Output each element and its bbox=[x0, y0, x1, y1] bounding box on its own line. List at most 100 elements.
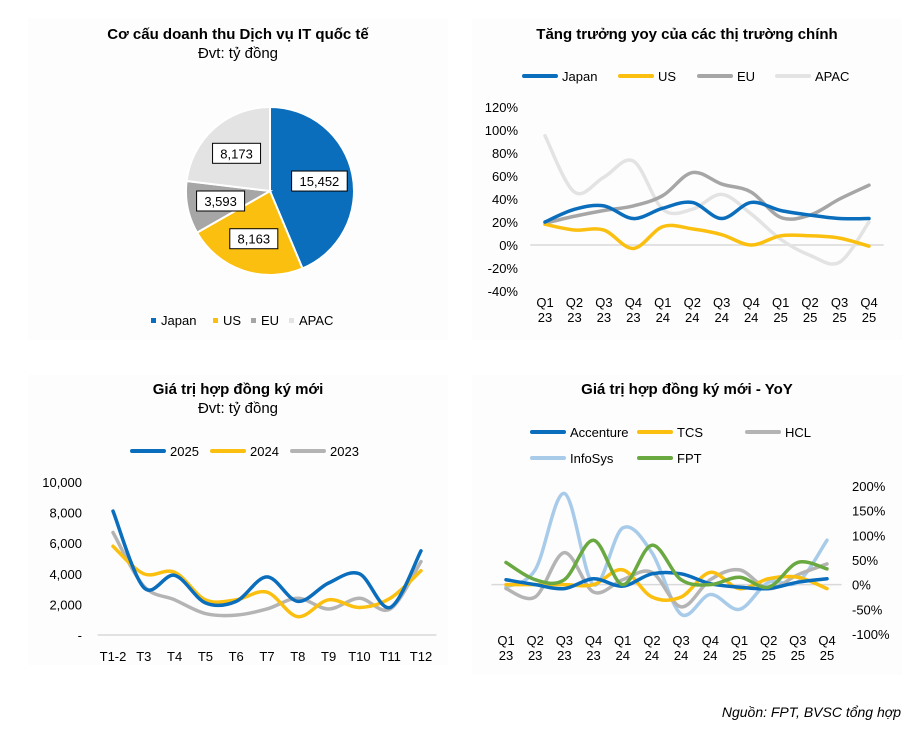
x-tick-label: 23 bbox=[538, 310, 552, 325]
x-tick-label: 23 bbox=[499, 648, 513, 663]
y-tick-label: 4,000 bbox=[49, 567, 82, 582]
y-axis: 10,000 8,000 6,000 4,000 2,000 - bbox=[42, 475, 82, 643]
series-line-apac bbox=[543, 134, 871, 266]
new-contracts-yoy-panel: Giá trị hợp đồng ký mới - YoY 200% 150% 10… bbox=[472, 375, 902, 675]
chart-subtitle: Đvt: tỷ đồng bbox=[197, 400, 279, 417]
x-tick-label: Q2 bbox=[801, 295, 818, 310]
series-line-2024 bbox=[111, 544, 423, 619]
x-tick-label: T4 bbox=[167, 649, 182, 664]
pie-data-label: 3,593 bbox=[196, 190, 246, 212]
legend-label: US bbox=[223, 313, 241, 328]
y-tick-label: 0% bbox=[499, 238, 518, 253]
x-tick-label: 24 bbox=[656, 310, 670, 325]
x-tick-label: Q2 bbox=[760, 633, 777, 648]
market-yoy-chart: 120%100%80%60%40%20%0%-20%-40%Q123Q223Q3… bbox=[485, 69, 884, 325]
data-label-box bbox=[212, 142, 262, 164]
legend-label: Japan bbox=[562, 69, 597, 84]
x-tick-label: 24 bbox=[685, 310, 699, 325]
data-label-box bbox=[196, 190, 246, 212]
y-axis: 120% 100% 80% 60% 40% 20% 0% -20% -40% bbox=[485, 100, 519, 299]
x-tick-label: Q1 bbox=[614, 633, 631, 648]
pie-chart: 15,452 8,163 3,593 8,173 Japan US EU APAC bbox=[151, 105, 355, 328]
series-line-fpt bbox=[504, 538, 829, 590]
x-tick-label: Q1 bbox=[536, 295, 553, 310]
x-tick-label: Q1 bbox=[654, 295, 671, 310]
x-tick-label: Q3 bbox=[789, 633, 806, 648]
legend-marker-icon bbox=[251, 318, 256, 323]
x-tick-label: Q4 bbox=[743, 295, 760, 310]
x-tick-label: Q2 bbox=[643, 633, 660, 648]
y-tick-label: 120% bbox=[485, 100, 519, 115]
legend-marker-icon bbox=[213, 318, 218, 323]
x-tick-label: Q1 bbox=[731, 633, 748, 648]
x-tick-label: Q3 bbox=[831, 295, 848, 310]
x-tick-label: 24 bbox=[674, 648, 688, 663]
data-label-text: 15,452 bbox=[300, 174, 340, 189]
x-tick-label: 24 bbox=[615, 648, 629, 663]
x-tick-label: Q3 bbox=[672, 633, 689, 648]
y-tick-label: - bbox=[78, 628, 82, 643]
chart-title: Giá trị hợp đồng ký mới bbox=[152, 381, 324, 398]
legend-marker-icon bbox=[289, 318, 294, 323]
data-label-text: 8,163 bbox=[238, 232, 271, 247]
y-tick-label: 0% bbox=[852, 578, 871, 593]
y-tick-label: 40% bbox=[492, 192, 518, 207]
x-tick-label: T7 bbox=[259, 649, 274, 664]
x-tick-label: 24 bbox=[645, 648, 659, 663]
x-tick-label: T12 bbox=[410, 649, 432, 664]
x-tick-label: Q1 bbox=[772, 295, 789, 310]
new-contracts-yoy-chart: 200%150%100%50%0%-50%-100%Q123Q223Q323Q4… bbox=[491, 425, 890, 663]
series-line-2023 bbox=[111, 530, 423, 618]
y-tick-label: 20% bbox=[492, 215, 518, 230]
legend-label: Accenture bbox=[570, 425, 629, 440]
legend-label: Japan bbox=[161, 313, 196, 328]
series-line-infosys bbox=[504, 491, 829, 618]
chart-title: Tăng trưởng yoy của các thị trường chính bbox=[536, 26, 838, 43]
y-tick-label: 10,000 bbox=[42, 475, 82, 490]
x-tick-label: Q2 bbox=[527, 633, 544, 648]
x-tick-label: Q3 bbox=[595, 295, 612, 310]
y-tick-label: -20% bbox=[488, 261, 519, 276]
y-tick-label: -100% bbox=[852, 627, 890, 642]
x-tick-label: T11 bbox=[379, 649, 400, 664]
x-tick-label: Q4 bbox=[702, 633, 719, 648]
y-tick-label: 8,000 bbox=[49, 506, 82, 521]
x-tick-label: T9 bbox=[321, 649, 336, 664]
x-tick-label: T8 bbox=[290, 649, 305, 664]
x-tick-label: 23 bbox=[567, 310, 581, 325]
series-line-accenture bbox=[504, 570, 829, 591]
x-tick-label: 24 bbox=[714, 310, 728, 325]
x-tick-label: Q4 bbox=[818, 633, 835, 648]
legend-label: FPT bbox=[677, 451, 702, 466]
y-tick-label: -40% bbox=[488, 284, 519, 299]
series-line-tcs bbox=[504, 568, 829, 602]
legend-marker-icon bbox=[151, 318, 156, 323]
legend-label: HCL bbox=[785, 425, 811, 440]
legend-label: 2025 bbox=[170, 444, 199, 459]
y-tick-label: 100% bbox=[852, 528, 886, 543]
x-tick-label: 25 bbox=[791, 648, 805, 663]
x-tick-label: 25 bbox=[862, 310, 876, 325]
y-tick-label: 80% bbox=[492, 146, 518, 161]
x-tick-label: Q2 bbox=[566, 295, 583, 310]
chart-subtitle: Đvt: tỷ đồng bbox=[197, 45, 279, 62]
series-line-2025 bbox=[111, 509, 423, 610]
series-line-japan bbox=[543, 200, 871, 224]
x-axis: T1-2 T3 T4 T5 T6 T7 T8 T9 T10 T11 T12 bbox=[100, 649, 433, 664]
legend-label: APAC bbox=[299, 313, 333, 328]
pie-data-label: 15,452 bbox=[291, 170, 348, 192]
x-tick-label: Q3 bbox=[556, 633, 573, 648]
data-label-text: 3,593 bbox=[204, 194, 237, 209]
y-tick-label: 50% bbox=[852, 553, 878, 568]
x-tick-label: 25 bbox=[820, 648, 834, 663]
x-tick-label: 25 bbox=[732, 648, 746, 663]
x-tick-label: T1-2 bbox=[100, 649, 127, 664]
x-tick-label: 24 bbox=[744, 310, 758, 325]
chart-title: Cơ cấu doanh thu Dịch vụ IT quốc tế bbox=[107, 26, 369, 43]
x-tick-label: T10 bbox=[348, 649, 370, 664]
data-label-box bbox=[229, 228, 279, 250]
legend-label: 2024 bbox=[250, 444, 279, 459]
new-contracts-panel: Giá trị hợp đồng ký mới Đvt: tỷ đồng 10,… bbox=[28, 375, 448, 665]
legend: Accenture TCS HCL InfoSys FPT bbox=[530, 425, 811, 466]
legend-label: EU bbox=[261, 313, 279, 328]
